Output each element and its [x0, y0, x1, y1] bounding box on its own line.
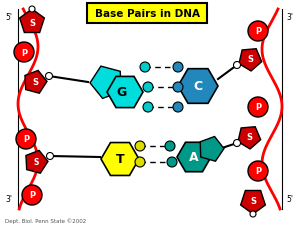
Circle shape [248, 98, 268, 117]
Circle shape [143, 103, 153, 112]
Text: 3': 3' [5, 195, 12, 204]
Polygon shape [241, 191, 266, 214]
Text: Dept. Biol. Penn State ©2002: Dept. Biol. Penn State ©2002 [5, 217, 86, 223]
Polygon shape [239, 50, 262, 72]
Circle shape [16, 129, 36, 149]
Polygon shape [177, 143, 211, 172]
Text: Base Pairs in DNA: Base Pairs in DNA [94, 9, 200, 19]
Circle shape [233, 140, 241, 147]
Text: P: P [255, 27, 261, 36]
Polygon shape [90, 67, 121, 99]
Text: S: S [246, 133, 252, 142]
Circle shape [143, 83, 153, 93]
Text: A: A [189, 151, 199, 164]
Circle shape [14, 43, 34, 63]
Text: S: S [33, 158, 39, 167]
Circle shape [173, 103, 183, 112]
Circle shape [140, 63, 150, 73]
Circle shape [46, 153, 53, 160]
Polygon shape [101, 143, 139, 176]
Circle shape [135, 141, 145, 151]
Circle shape [173, 83, 183, 93]
Circle shape [167, 157, 177, 167]
Polygon shape [178, 69, 218, 104]
Circle shape [46, 73, 52, 80]
Circle shape [29, 7, 35, 13]
Text: S: S [32, 78, 38, 87]
Text: 5': 5' [286, 195, 293, 204]
Polygon shape [20, 10, 44, 33]
Text: C: C [194, 80, 202, 93]
Circle shape [233, 62, 241, 69]
Circle shape [248, 161, 268, 181]
Circle shape [165, 141, 175, 151]
Text: S: S [250, 197, 256, 206]
Polygon shape [200, 137, 224, 162]
Text: P: P [255, 103, 261, 112]
Polygon shape [26, 151, 48, 173]
Text: G: G [116, 86, 126, 99]
FancyBboxPatch shape [87, 4, 207, 24]
Text: P: P [23, 135, 29, 144]
Polygon shape [107, 77, 143, 108]
Polygon shape [238, 127, 261, 149]
Circle shape [22, 185, 42, 205]
Text: 3': 3' [286, 12, 293, 21]
Text: S: S [247, 55, 253, 64]
Text: P: P [29, 191, 35, 200]
Text: 5': 5' [5, 12, 12, 21]
Text: T: T [116, 153, 124, 166]
Polygon shape [25, 71, 47, 94]
Circle shape [250, 211, 256, 217]
Text: S: S [29, 18, 35, 27]
Text: P: P [255, 167, 261, 176]
Text: P: P [21, 48, 27, 57]
Circle shape [135, 157, 145, 167]
Circle shape [173, 63, 183, 73]
Circle shape [248, 22, 268, 42]
